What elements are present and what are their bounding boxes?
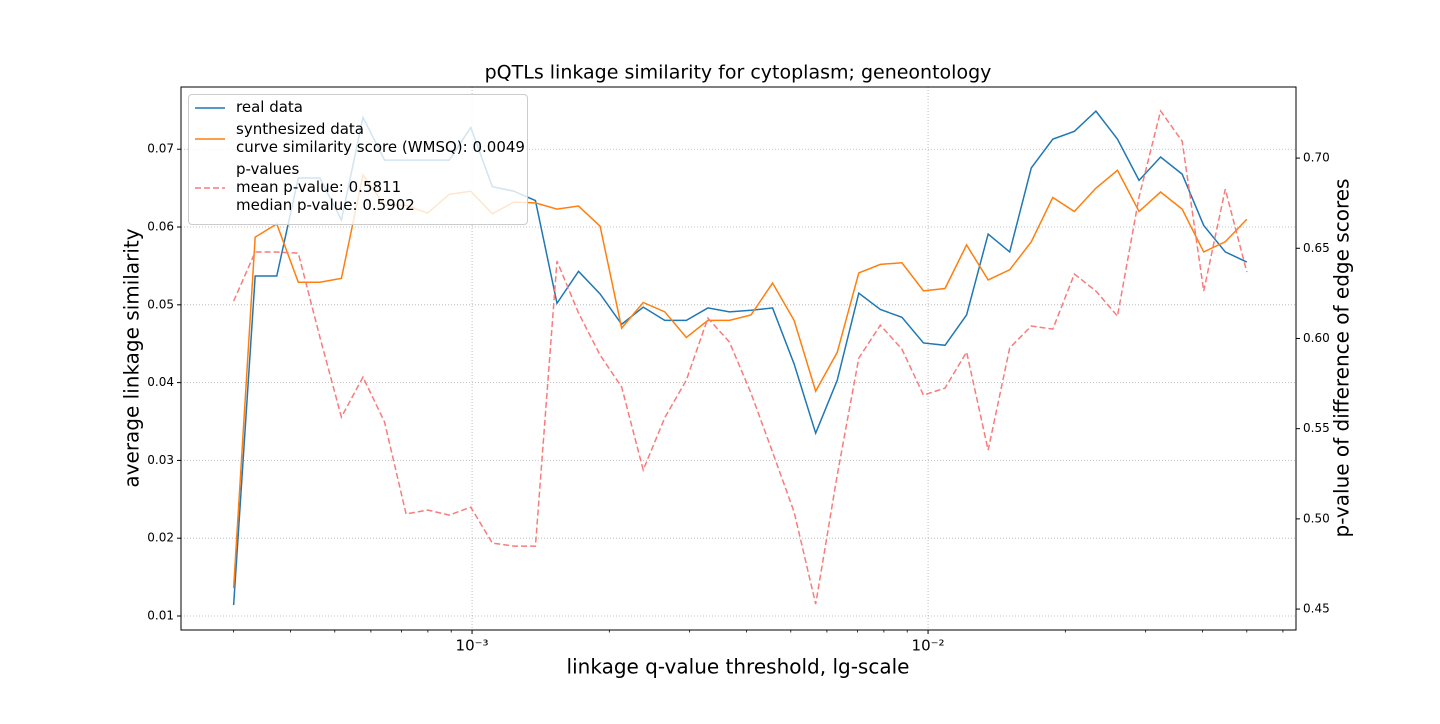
legend-swatch: [195, 107, 225, 109]
x-axis-label: linkage q-value threshold, lg-scale: [567, 655, 910, 679]
legend-label: real data: [236, 98, 303, 116]
y2-tick-label: 0.45: [1303, 602, 1330, 616]
chart-title: pQTLs linkage similarity for cytoplasm; …: [485, 62, 992, 84]
y2-tick-label: 0.50: [1303, 511, 1330, 525]
y2-tick-label: 0.65: [1303, 241, 1330, 255]
y2-tick-label: 0.70: [1303, 151, 1330, 165]
y-axis-label: average linkage similarity: [120, 228, 144, 487]
y2-tick-label: 0.55: [1303, 421, 1330, 435]
legend-swatch: [195, 138, 225, 140]
legend-entry: p-values mean p-value: 0.5811 median p-v…: [189, 160, 527, 214]
legend-entry: real data: [189, 98, 527, 116]
y-tick-label: 0.06: [147, 220, 174, 234]
x-tick-label: 10⁻³: [456, 637, 489, 655]
y-tick-label: 0.07: [147, 142, 174, 156]
y-tick-label: 0.02: [147, 531, 174, 545]
y-tick-label: 0.05: [147, 297, 174, 311]
y2-tick-label: 0.60: [1303, 331, 1330, 345]
plot-frame: [180, 86, 1297, 631]
series-line: [232, 109, 1248, 605]
legend-label: p-values mean p-value: 0.5811 median p-v…: [236, 160, 415, 214]
y2-axis-label: p-value of difference of edge scores: [1330, 179, 1354, 538]
legend-label: synthesized data curve similarity score …: [236, 120, 525, 156]
series-line: [232, 169, 1248, 589]
x-tick-label: 10⁻²: [912, 637, 945, 655]
y-tick-label: 0.04: [147, 375, 174, 389]
y-tick-label: 0.01: [147, 608, 174, 622]
legend-entry: synthesized data curve similarity score …: [189, 120, 527, 156]
legend-swatch: [195, 187, 225, 189]
y-tick-label: 0.03: [147, 453, 174, 467]
legend: real data synthesized data curve similari…: [188, 94, 528, 225]
